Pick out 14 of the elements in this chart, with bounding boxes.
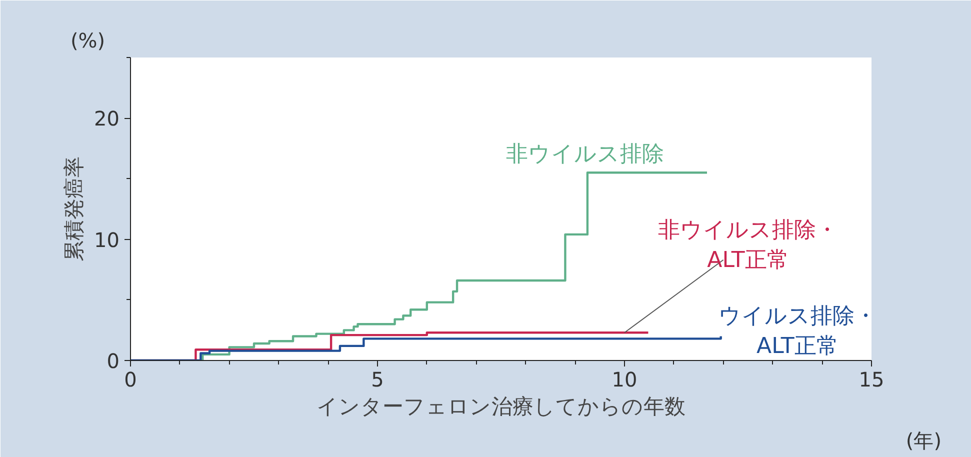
text: 非ウイルス排除・ ALT正常	[658, 218, 838, 273]
x-tick-label: 10	[612, 368, 638, 392]
y-axis-title: 累積発癌率	[62, 156, 86, 262]
x-tick-label: 5	[371, 368, 384, 392]
series-label: 非ウイルス排除	[506, 142, 664, 167]
y-tick-label: 0	[106, 349, 120, 373]
y-tick-label: 10	[94, 228, 120, 252]
x-axis-title: インターフェロン治療してからの年数	[316, 394, 686, 418]
text: (%)	[70, 28, 106, 52]
y-tick-label: 20	[94, 106, 120, 131]
x-tick-label: 15	[858, 368, 884, 392]
x-tick-label: 0	[124, 368, 137, 392]
series-label: ウイルス排除・ ALT正常	[718, 304, 876, 359]
text: (年)	[906, 428, 942, 452]
